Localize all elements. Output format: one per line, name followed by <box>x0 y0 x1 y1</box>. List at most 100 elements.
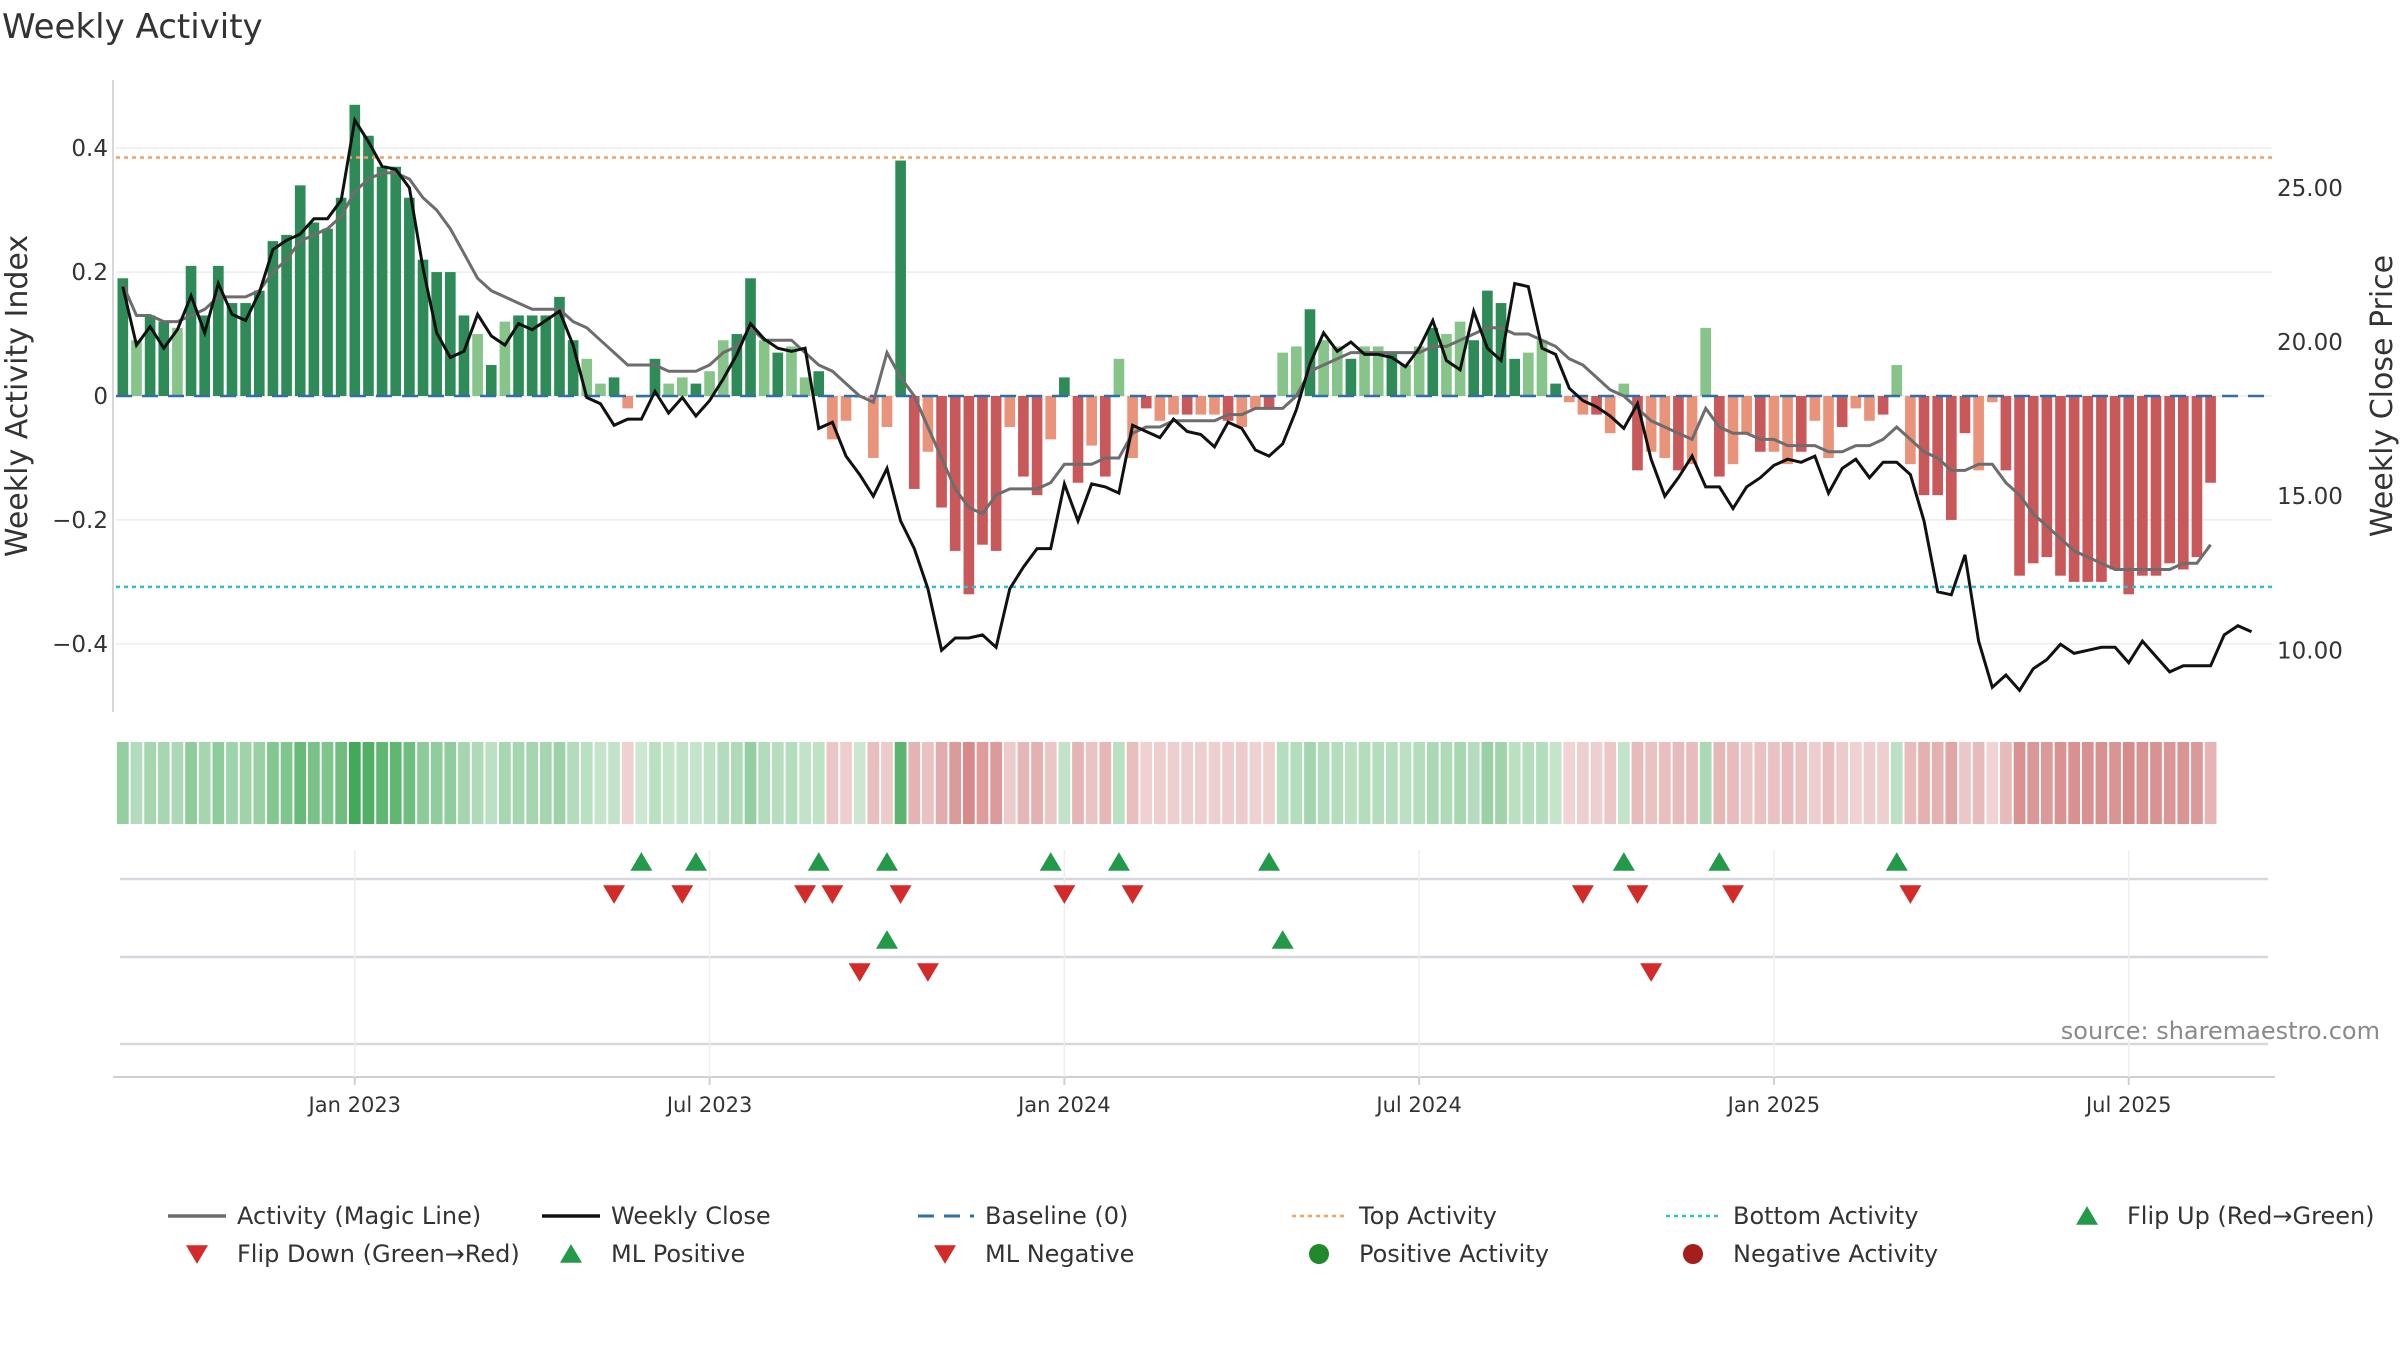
activity-bar <box>676 377 688 396</box>
activity-bars <box>117 104 2216 595</box>
heat-cell <box>853 742 866 824</box>
activity-bar <box>485 365 497 396</box>
activity-bar <box>1018 396 1029 477</box>
activity-heat-strip <box>116 742 2217 824</box>
legend-swatch <box>186 1245 208 1264</box>
activity-bar <box>1754 396 1766 452</box>
heat-cell <box>1385 742 1398 824</box>
activity-bar <box>786 346 797 396</box>
heat-cell <box>1467 742 1480 824</box>
heat-cell <box>2204 742 2217 824</box>
heat-cell <box>1317 742 1330 824</box>
heat-cell <box>922 742 934 824</box>
activity-bar <box>758 340 770 396</box>
heat-cell <box>976 742 989 824</box>
activity-bar <box>2191 396 2203 558</box>
heat-cell <box>539 742 552 824</box>
heat-cell <box>1099 742 1112 824</box>
heat-cell <box>1113 742 1125 824</box>
heat-cell <box>1495 742 1507 824</box>
ml-positive-marker <box>875 930 898 949</box>
activity-bar <box>1700 327 1712 396</box>
activity-bar <box>172 327 183 396</box>
heat-cell <box>280 742 293 824</box>
activity-bar <box>1086 396 1097 446</box>
heat-cell <box>1222 742 1234 824</box>
ml-negative-marker <box>1640 963 1663 982</box>
heat-cell <box>1631 742 1644 824</box>
heat-cell <box>1058 742 1071 824</box>
heat-cell <box>567 742 579 824</box>
activity-bar <box>1059 377 1070 396</box>
flip-down-marker <box>1571 885 1594 904</box>
legend-label: Bottom Activity <box>1733 1202 1918 1230</box>
activity-bar <box>253 290 265 396</box>
activity-bar <box>1946 396 1957 520</box>
y-axis-ticks: 0.4 0.2 0 −0.2 −0.4 <box>52 136 108 658</box>
activity-bar <box>2177 396 2189 570</box>
activity-bar <box>1645 396 1657 452</box>
activity-bar <box>1932 396 1944 496</box>
heat-cell <box>1986 742 1999 824</box>
activity-bar <box>513 315 524 396</box>
heat-cell <box>840 742 852 824</box>
heat-cell <box>812 742 825 824</box>
activity-bar <box>1181 396 1193 415</box>
activity-bar <box>540 315 552 396</box>
flip-down-marker <box>671 885 694 904</box>
activity-bar <box>2000 396 2012 471</box>
legend-label: ML Positive <box>611 1240 745 1268</box>
heat-cell <box>744 742 757 824</box>
activity-bar <box>1099 396 1111 477</box>
heat-cell <box>2000 742 2012 824</box>
x-axis-ticks: Jan 2023 Jul 2023 Jan 2024 Jul 2024 Jan 2025… <box>307 1093 2172 1117</box>
flip-up-marker <box>1612 852 1635 871</box>
activity-bar <box>526 315 538 396</box>
activity-bar <box>226 303 238 396</box>
activity-bar <box>1782 396 1793 465</box>
heat-cell <box>430 742 443 824</box>
activity-bar <box>1427 327 1439 396</box>
heat-cell <box>758 742 771 824</box>
heat-cell <box>1713 742 1726 824</box>
heat-cell <box>1181 742 1194 824</box>
activity-bar <box>827 396 838 440</box>
heat-cell <box>2163 742 2176 824</box>
magic-line-series <box>121 171 2212 571</box>
activity-bar <box>1195 396 1207 415</box>
heat-cell <box>1426 742 1439 824</box>
heat-cell <box>2109 742 2121 824</box>
activity-bar <box>1454 321 1466 396</box>
y-tick-label: −0.2 <box>52 508 108 534</box>
activity-bar <box>1345 358 1357 396</box>
heat-cell <box>935 742 948 824</box>
activity-bar <box>1809 396 1821 421</box>
activity-bar <box>1727 396 1739 465</box>
heat-cell <box>294 742 307 824</box>
legend-label: Positive Activity <box>1359 1240 1549 1268</box>
heat-cell <box>499 742 511 824</box>
activity-bar <box>199 315 211 396</box>
heat-cell <box>335 742 348 824</box>
flip-up-marker <box>875 852 898 871</box>
heat-cell <box>2136 742 2149 824</box>
activity-bar <box>1045 396 1057 440</box>
heat-cell <box>1754 742 1767 824</box>
activity-bar <box>936 396 947 508</box>
activity-bar <box>963 396 975 595</box>
activity-bar <box>1168 396 1179 415</box>
activity-bar <box>1795 396 1807 452</box>
activity-bar <box>144 315 156 396</box>
heat-cell <box>1658 742 1671 824</box>
activity-bar <box>1468 340 1480 396</box>
heat-cell <box>253 742 266 824</box>
heat-cell <box>881 742 893 824</box>
activity-bar <box>322 228 333 396</box>
heat-cell <box>185 742 197 824</box>
activity-bar <box>2082 396 2094 582</box>
activity-bar <box>1850 396 1862 409</box>
activity-bar <box>1741 396 1752 434</box>
activity-bar <box>2109 396 2121 570</box>
heat-cell <box>826 742 839 824</box>
heat-cell <box>1358 742 1371 824</box>
